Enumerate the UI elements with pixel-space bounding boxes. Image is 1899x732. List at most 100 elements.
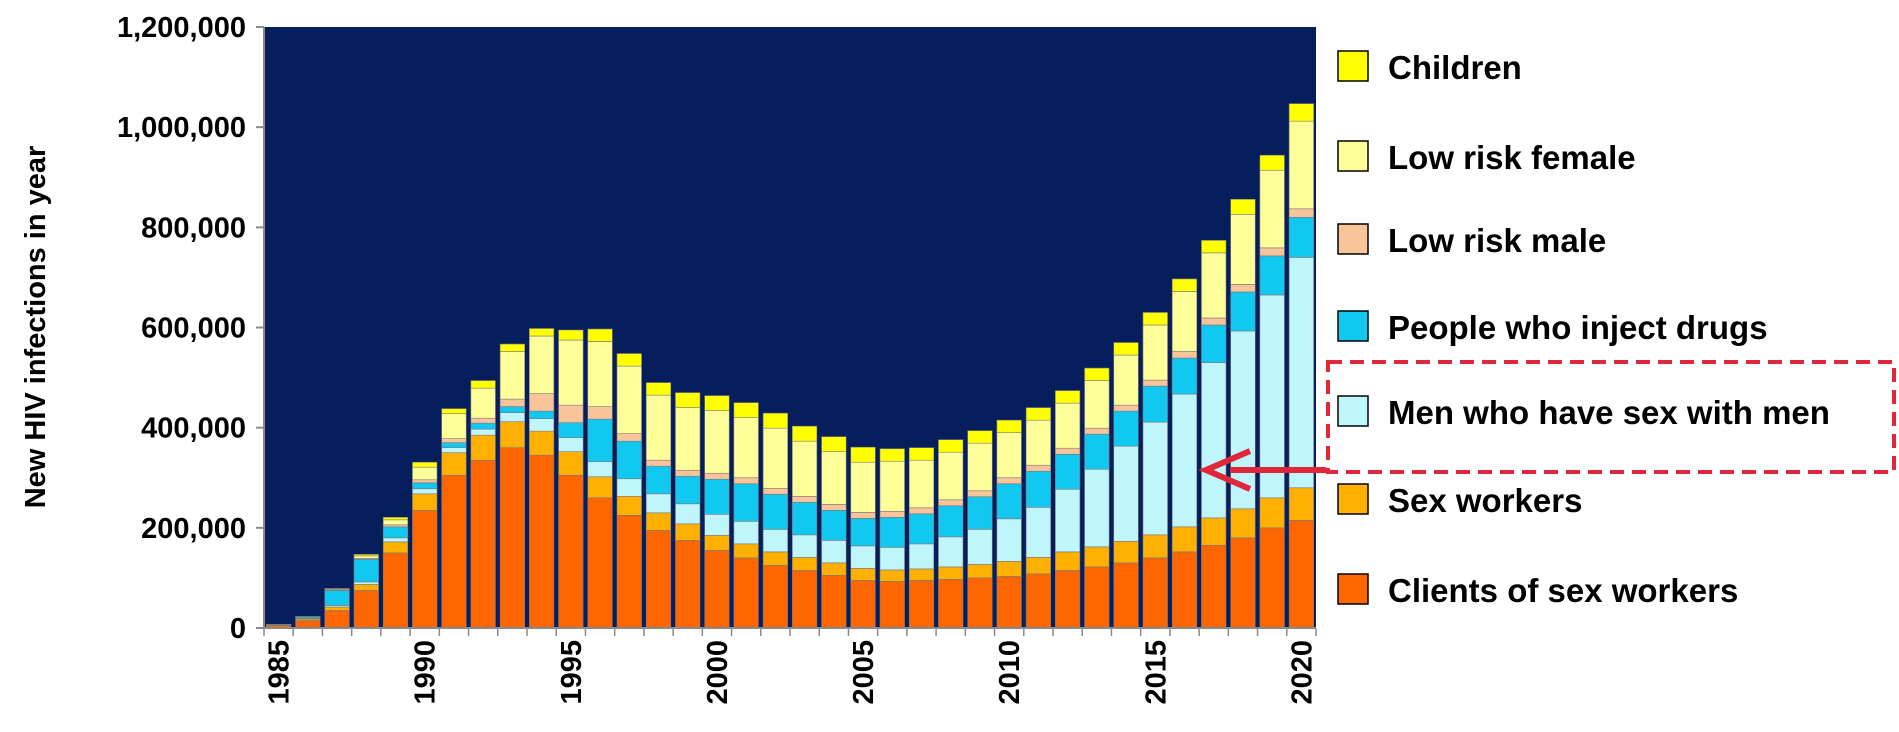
bar-segment-sex-workers-2009 bbox=[967, 564, 993, 579]
bar-segment-low-risk-female-2018 bbox=[1230, 214, 1256, 285]
x-tick-label: 1995 bbox=[556, 640, 588, 705]
bar-segment-people-who-inject-drugs-1994 bbox=[529, 410, 555, 419]
bar-segment-low-risk-male-2015 bbox=[1142, 379, 1168, 387]
bar-segment-sex-workers-1994 bbox=[529, 430, 555, 456]
bar-segment-sex-workers-1989 bbox=[382, 541, 409, 554]
bar-segment-low-risk-female-2014 bbox=[1113, 354, 1139, 406]
bar-segment-low-risk-female-2004 bbox=[821, 451, 847, 505]
bar-segment-low-risk-male-1999 bbox=[675, 469, 701, 477]
bar-segment-clients-of-sex-workers-1999 bbox=[675, 540, 701, 629]
bar-segment-children-1992 bbox=[470, 380, 496, 389]
bar-segment-clients-of-sex-workers-2008 bbox=[938, 579, 964, 629]
bar-segment-children-2014 bbox=[1113, 342, 1139, 356]
bar-segment-low-risk-female-1991 bbox=[441, 413, 467, 439]
bar-segment-people-who-inject-drugs-2001 bbox=[733, 483, 759, 522]
bar-segment-low-risk-male-2014 bbox=[1113, 404, 1139, 412]
bar-segment-sex-workers-2016 bbox=[1171, 526, 1198, 553]
bar-segment-children-2013 bbox=[1084, 367, 1110, 381]
bar-segment-clients-of-sex-workers-1996 bbox=[587, 497, 613, 629]
legend-swatch-men-who-have-sex-with-men bbox=[1337, 395, 1369, 427]
bar-segment-low-risk-female-2010 bbox=[996, 432, 1022, 479]
x-tick-label: 2005 bbox=[848, 640, 880, 705]
bar-segment-low-risk-male-2009 bbox=[967, 490, 993, 498]
bar-segment-low-risk-male-2001 bbox=[733, 477, 759, 485]
bar-segment-low-risk-female-2005 bbox=[850, 461, 876, 513]
bar-segment-clients-of-sex-workers-1991 bbox=[441, 474, 467, 629]
bars-layer bbox=[266, 103, 1314, 629]
bar-segment-men-who-have-sex-with-men-1993 bbox=[499, 412, 525, 422]
bar-segment-low-risk-male-2019 bbox=[1259, 247, 1285, 257]
bar-segment-children-2003 bbox=[792, 425, 818, 442]
bar-segment-low-risk-male-2002 bbox=[762, 487, 788, 495]
x-tick-label: 2015 bbox=[1140, 640, 1172, 705]
bar-segment-clients-of-sex-workers-2010 bbox=[996, 576, 1022, 629]
bar-segment-people-who-inject-drugs-1989 bbox=[382, 526, 409, 539]
y-tick-label: 1,200,000 bbox=[117, 12, 246, 44]
bar-segment-clients-of-sex-workers-2001 bbox=[733, 557, 759, 629]
bar-segment-people-who-inject-drugs-2010 bbox=[996, 483, 1022, 520]
bar-segment-clients-of-sex-workers-1990 bbox=[412, 509, 438, 629]
bar-segment-clients-of-sex-workers-2014 bbox=[1113, 562, 1139, 629]
bar-segment-low-risk-female-1994 bbox=[529, 335, 555, 394]
bar-segment-low-risk-male-1998 bbox=[645, 459, 672, 467]
bar-segment-children-2010 bbox=[996, 419, 1022, 433]
bar-segment-low-risk-female-2007 bbox=[908, 459, 935, 509]
bar-segment-low-risk-female-1990 bbox=[412, 466, 438, 481]
bar-segment-low-risk-female-2001 bbox=[733, 417, 759, 479]
y-tick-label: 400,000 bbox=[141, 413, 246, 445]
bar-segment-sex-workers-2011 bbox=[1025, 557, 1051, 575]
bar-segment-people-who-inject-drugs-1988 bbox=[353, 559, 379, 583]
legend-label-children: Children bbox=[1388, 49, 1522, 86]
bar-segment-children-2017 bbox=[1201, 240, 1227, 254]
bar-segment-men-who-have-sex-with-men-2013 bbox=[1084, 468, 1110, 548]
bar-segment-low-risk-female-2009 bbox=[967, 442, 993, 492]
bar-segment-men-who-have-sex-with-men-2016 bbox=[1171, 393, 1198, 528]
bar-segment-sex-workers-1988 bbox=[353, 584, 379, 591]
bar-segment-sex-workers-2005 bbox=[850, 568, 876, 581]
bar-segment-men-who-have-sex-with-men-2012 bbox=[1055, 488, 1081, 553]
bar-segment-low-risk-male-1996 bbox=[587, 406, 613, 420]
bar-segment-clients-of-sex-workers-2017 bbox=[1201, 545, 1227, 629]
bar-segment-children-2009 bbox=[967, 430, 993, 444]
y-tick-label: 200,000 bbox=[141, 513, 246, 545]
bar-segment-children-2007 bbox=[908, 447, 935, 461]
bar-segment-children-2019 bbox=[1259, 154, 1285, 171]
legend-swatch-sex-workers bbox=[1337, 483, 1369, 515]
bar-segment-people-who-inject-drugs-1998 bbox=[645, 465, 672, 495]
bar-segment-men-who-have-sex-with-men-1992 bbox=[470, 428, 496, 436]
bar-segment-men-who-have-sex-with-men-2006 bbox=[879, 547, 905, 571]
bar-segment-low-risk-female-2008 bbox=[938, 451, 964, 501]
bar-segment-people-who-inject-drugs-2007 bbox=[908, 513, 935, 545]
bar-segment-low-risk-female-2002 bbox=[762, 427, 788, 489]
bar-segment-people-who-inject-drugs-1999 bbox=[675, 475, 701, 505]
bar-segment-people-who-inject-drugs-1991 bbox=[441, 442, 467, 449]
bar-segment-clients-of-sex-workers-2005 bbox=[850, 580, 876, 629]
bar-segment-clients-of-sex-workers-2016 bbox=[1171, 551, 1198, 629]
bar-segment-men-who-have-sex-with-men-2020 bbox=[1288, 257, 1314, 489]
legend-label-men-who-have-sex-with-men: Men who have sex with men bbox=[1388, 394, 1830, 431]
bar-segment-children-1993 bbox=[499, 343, 525, 352]
bar-segment-low-risk-female-1997 bbox=[616, 365, 642, 434]
bar-segment-clients-of-sex-workers-2006 bbox=[879, 581, 905, 629]
bar-segment-low-risk-male-2005 bbox=[850, 512, 876, 519]
bar-segment-people-who-inject-drugs-1995 bbox=[558, 422, 584, 438]
bar-segment-low-risk-male-2003 bbox=[792, 495, 818, 503]
bar-segment-people-who-inject-drugs-2004 bbox=[821, 509, 847, 541]
highlight-dashed-box bbox=[1326, 360, 1896, 474]
bar-segment-men-who-have-sex-with-men-1995 bbox=[558, 437, 584, 452]
bar-segment-clients-of-sex-workers-1988 bbox=[353, 590, 379, 629]
bar-segment-people-who-inject-drugs-2000 bbox=[704, 478, 730, 515]
highlight-arrow-head bbox=[1198, 448, 1252, 492]
bar-segment-men-who-have-sex-with-men-2015 bbox=[1142, 421, 1168, 536]
bar-segment-people-who-inject-drugs-2011 bbox=[1025, 470, 1051, 508]
bar-segment-men-who-have-sex-with-men-2008 bbox=[938, 536, 964, 568]
x-tick-label: 2010 bbox=[994, 640, 1026, 705]
bar-segment-sex-workers-1999 bbox=[675, 523, 701, 541]
bar-segment-people-who-inject-drugs-2012 bbox=[1055, 453, 1081, 490]
x-tick-label: 1990 bbox=[410, 640, 442, 705]
bar-segment-clients-of-sex-workers-2011 bbox=[1025, 573, 1051, 629]
bar-segment-sex-workers-2013 bbox=[1084, 546, 1110, 568]
bar-segment-low-risk-male-2006 bbox=[879, 511, 905, 518]
bar-segment-low-risk-female-2013 bbox=[1084, 380, 1110, 429]
